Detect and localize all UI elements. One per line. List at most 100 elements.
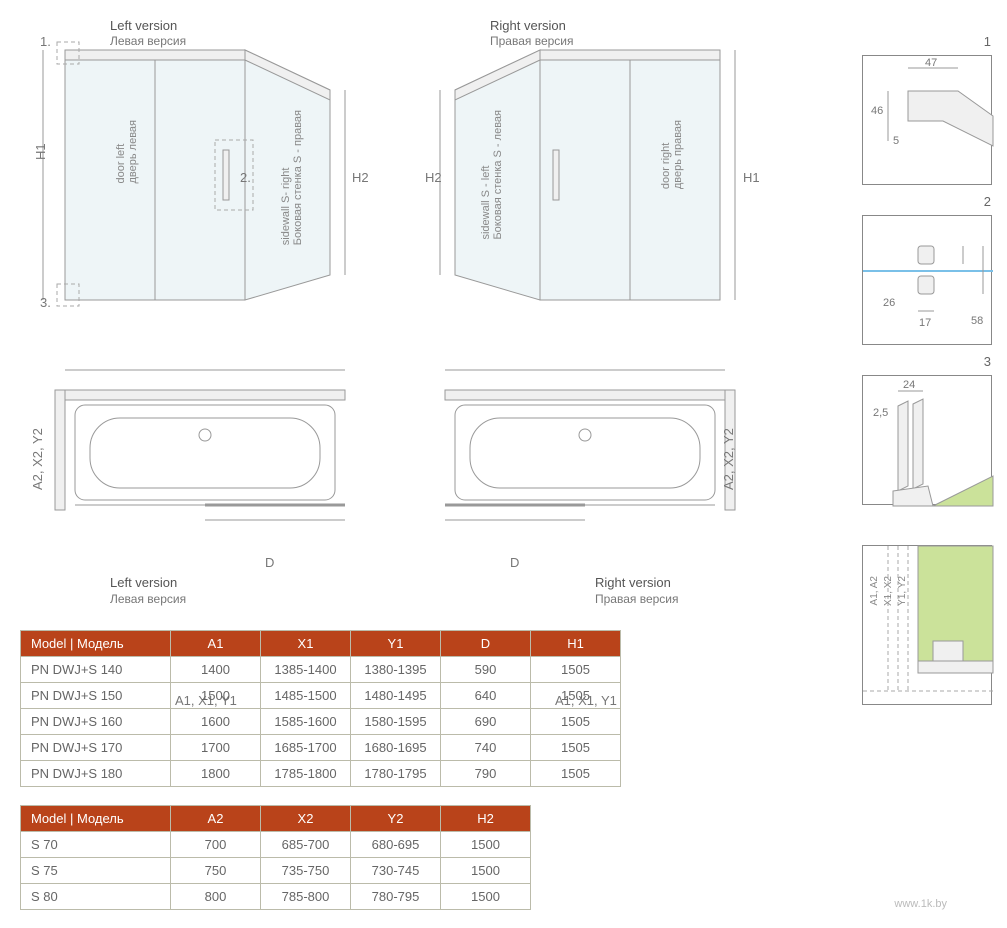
left-plan-svg [55, 380, 355, 520]
cell: 790 [441, 761, 531, 787]
cell: 1500 [441, 884, 531, 910]
cell: 1700 [171, 735, 261, 761]
left-plan: A1, X1, Y1 A2, X2, Y2 D Left version Лев… [55, 380, 355, 550]
cell: PN DWJ+S 180 [21, 761, 171, 787]
cell: 1505 [531, 735, 621, 761]
right-version-ru: Правая версия [490, 34, 574, 48]
cell: 1785-1800 [261, 761, 351, 787]
cell: 690 [441, 709, 531, 735]
detail-3-svg: 24 2,5 [863, 376, 993, 506]
col-header: Model | Модель [21, 631, 171, 657]
svg-text:17: 17 [919, 317, 931, 329]
dim-h1-right: H1 [743, 170, 760, 185]
table-row: S 75750735-750730-7451500 [21, 858, 531, 884]
left-iso-svg [55, 40, 355, 310]
sidewall-left-label: sidewall S - leftБоковая стенка S - лева… [480, 110, 504, 240]
detail-4-a: A1, A2 [869, 576, 880, 605]
table-2: Model | МодельA2X2Y2H2 S 70700685-700680… [20, 805, 531, 910]
watermark: www.1k.by [894, 898, 947, 910]
cell: 780-795 [351, 884, 441, 910]
detail-column: 1 47 46 5 2 26 17 58 [862, 55, 992, 735]
svg-text:46: 46 [871, 105, 883, 117]
detail-1-num: 1 [984, 34, 991, 49]
table-row: PN DWJ+S 14014001385-14001380-1395590150… [21, 657, 621, 683]
svg-text:26: 26 [883, 297, 895, 309]
dim-d-right: D [510, 555, 519, 570]
cell: 785-800 [261, 884, 351, 910]
cell: 1600 [171, 709, 261, 735]
dim-d-left: D [265, 555, 274, 570]
detail-1: 1 47 46 5 [862, 55, 992, 185]
left-plan-label-ru: Левая версия [110, 592, 186, 606]
right-plan: A1, X1, Y1 A2, X2, Y2 D Right version Пр… [435, 380, 735, 550]
table-2-body: S 70700685-700680-6951500S 75750735-7507… [21, 832, 531, 910]
svg-text:47: 47 [925, 57, 937, 69]
drawings-area: Left version Левая версия 1. 2. 3. [55, 10, 835, 620]
callout-3: 3. [40, 295, 51, 310]
svg-text:58: 58 [971, 315, 983, 327]
svg-text:5: 5 [893, 135, 899, 147]
dim-a2-right: A2, X2, Y2 [721, 428, 736, 490]
col-header: D [441, 631, 531, 657]
cell: 735-750 [261, 858, 351, 884]
callout-1: 1. [40, 34, 51, 49]
col-header: Model | Модель [21, 806, 171, 832]
door-left-label: door leftдверь левая [115, 120, 139, 184]
detail-4-svg [863, 546, 993, 706]
cell: 1580-1595 [351, 709, 441, 735]
cell: 1500 [441, 858, 531, 884]
detail-4: A1, A2 X1, X2 Y1, Y2 [862, 545, 992, 705]
callout-2: 2. [240, 170, 251, 185]
col-header: H1 [531, 631, 621, 657]
detail-3-num: 3 [984, 354, 991, 369]
table-1-head: Model | МодельA1X1Y1DH1 [21, 631, 621, 657]
table-row: PN DWJ+S 18018001785-18001780-1795790150… [21, 761, 621, 787]
page: Left version Левая версия 1. 2. 3. [0, 0, 1007, 920]
door-right-label: door rightдверь правая [660, 120, 684, 189]
cell: 1380-1395 [351, 657, 441, 683]
table-1: Model | МодельA1X1Y1DH1 PN DWJ+S 1401400… [20, 630, 621, 787]
detail-4-y: Y1, Y2 [897, 576, 908, 606]
svg-text:2,5: 2,5 [873, 407, 888, 419]
table-row: PN DWJ+S 16016001585-16001580-1595690150… [21, 709, 621, 735]
dim-h2-left: H2 [352, 170, 369, 185]
cell: 1480-1495 [351, 683, 441, 709]
table-row: PN DWJ+S 15015001485-15001480-1495640150… [21, 683, 621, 709]
col-header: Y1 [351, 631, 441, 657]
left-plan-label-en: Left version [110, 575, 177, 590]
cell: 1505 [531, 683, 621, 709]
left-version-ru: Левая версия [110, 34, 186, 48]
cell: 1400 [171, 657, 261, 683]
cell: S 70 [21, 832, 171, 858]
cell: 680-695 [351, 832, 441, 858]
cell: 740 [441, 735, 531, 761]
right-isometric: Right version Правая версия H2 H1 sidewa… [435, 40, 735, 350]
cell: PN DWJ+S 170 [21, 735, 171, 761]
cell: 1585-1600 [261, 709, 351, 735]
left-version-en: Left version [110, 18, 177, 33]
cell: 1505 [531, 709, 621, 735]
right-plan-svg [435, 380, 735, 520]
cell: 1800 [171, 761, 261, 787]
cell: 590 [441, 657, 531, 683]
cell: 640 [441, 683, 531, 709]
cell: 1485-1500 [261, 683, 351, 709]
cell: 1680-1695 [351, 735, 441, 761]
cell: S 75 [21, 858, 171, 884]
right-plan-label-en: Right version [595, 575, 671, 590]
col-header: X2 [261, 806, 351, 832]
tables: Model | МодельA1X1Y1DH1 PN DWJ+S 1401400… [20, 630, 621, 928]
detail-2-svg: 26 17 58 [863, 216, 993, 346]
cell: 1500 [171, 683, 261, 709]
cell: PN DWJ+S 150 [21, 683, 171, 709]
col-header: A1 [171, 631, 261, 657]
cell: S 80 [21, 884, 171, 910]
table-row: PN DWJ+S 17017001685-17001680-1695740150… [21, 735, 621, 761]
cell: 1780-1795 [351, 761, 441, 787]
table-row: S 80800785-800780-7951500 [21, 884, 531, 910]
cell: 700 [171, 832, 261, 858]
cell: 1505 [531, 657, 621, 683]
left-isometric: Left version Левая версия 1. 2. 3. [55, 40, 355, 350]
dim-h1-left: H1 [33, 143, 48, 160]
col-header: X1 [261, 631, 351, 657]
